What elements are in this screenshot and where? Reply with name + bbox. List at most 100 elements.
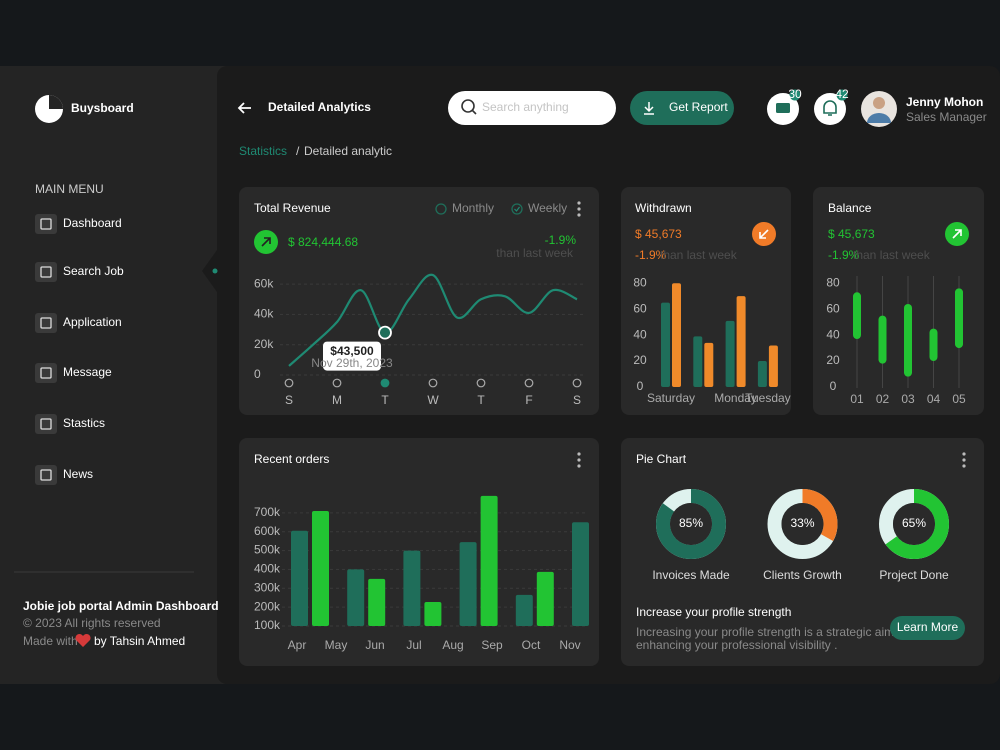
revenue-title: Total Revenue bbox=[254, 201, 331, 215]
day-marker bbox=[332, 378, 342, 388]
day-marker bbox=[380, 378, 390, 388]
avatar-body bbox=[867, 113, 891, 123]
revenue-menu[interactable] bbox=[577, 201, 581, 217]
notification-badge-count: 42 bbox=[835, 87, 849, 101]
menu-item[interactable]: Stastics bbox=[63, 416, 105, 430]
trend-arrow bbox=[759, 229, 769, 239]
report-button-label: Get Report bbox=[669, 100, 728, 114]
donut-hole bbox=[781, 503, 824, 545]
y-tick-label: 60k bbox=[254, 276, 274, 290]
bar bbox=[368, 578, 386, 626]
menu-item[interactable]: News bbox=[63, 467, 93, 481]
donut-caption: Clients Growth bbox=[763, 568, 842, 582]
tooltip-date: Nov 29th, 2023 bbox=[311, 356, 393, 370]
pie-title: Pie Chart bbox=[636, 452, 687, 466]
option-monthly[interactable]: Monthly bbox=[452, 201, 494, 215]
option-weekly[interactable]: Weekly bbox=[528, 201, 567, 215]
menu-item[interactable]: Message bbox=[63, 365, 112, 379]
y-tick-label: 0 bbox=[830, 379, 837, 393]
y-tick-label: 40 bbox=[633, 327, 647, 341]
revenue-amount: $ 824,444.68 bbox=[288, 235, 358, 249]
menu-item[interactable]: Search Job bbox=[63, 264, 124, 278]
bar bbox=[515, 594, 533, 626]
search-box[interactable] bbox=[448, 91, 616, 125]
bar bbox=[480, 495, 498, 626]
bar bbox=[424, 602, 442, 626]
x-tick-label: Nov bbox=[559, 638, 580, 652]
learn-more-button[interactable] bbox=[890, 616, 965, 640]
balance-amount: $ 45,673 bbox=[828, 227, 875, 241]
withdrawn-title: Withdrawn bbox=[635, 201, 692, 215]
bar bbox=[291, 530, 308, 626]
y-tick-label: 0 bbox=[254, 367, 261, 381]
donut-arc bbox=[656, 489, 726, 559]
search-icon-handle bbox=[471, 109, 477, 115]
search-placeholder: Search anything bbox=[482, 100, 569, 114]
bar bbox=[347, 569, 365, 626]
range-bar bbox=[929, 328, 938, 362]
trend-arrow bbox=[952, 229, 962, 239]
y-tick-label: 600k bbox=[254, 524, 281, 538]
bar bbox=[661, 302, 670, 387]
x-tick-label: Sep bbox=[481, 638, 503, 652]
revenue-change: -1.9% bbox=[545, 233, 577, 247]
menu-glyph bbox=[40, 418, 52, 430]
range-bar bbox=[904, 303, 912, 377]
back-arrow[interactable] bbox=[237, 102, 251, 114]
y-tick-label: 200k bbox=[254, 599, 281, 613]
bar bbox=[403, 550, 421, 626]
learn-more-label: Learn More bbox=[897, 620, 959, 634]
bar bbox=[768, 345, 778, 387]
x-tick-label: Aug bbox=[442, 638, 463, 652]
menu-glyph bbox=[40, 367, 52, 379]
promo-title: Increase your profile strength bbox=[636, 605, 791, 619]
y-tick-label: 20 bbox=[633, 353, 647, 367]
breadcrumb-separator: / bbox=[296, 144, 300, 158]
revenue-card bbox=[239, 187, 599, 415]
bar bbox=[725, 320, 735, 387]
range-bar bbox=[853, 292, 861, 339]
y-tick-label: 20 bbox=[826, 353, 840, 367]
orders-menu[interactable] bbox=[577, 452, 581, 468]
active-dot bbox=[212, 268, 218, 274]
pie-menu[interactable] bbox=[962, 452, 966, 468]
menu-icon bbox=[35, 313, 57, 333]
range-bar bbox=[955, 288, 963, 349]
heart bbox=[75, 633, 91, 647]
menu-item[interactable]: Dashboard bbox=[63, 216, 122, 230]
notifications-button[interactable] bbox=[814, 93, 846, 125]
menu-icon bbox=[35, 363, 57, 383]
bar bbox=[572, 522, 589, 626]
x-tick-label: 03 bbox=[901, 392, 915, 406]
range-bar bbox=[878, 315, 887, 364]
day-marker bbox=[524, 378, 534, 388]
menu-item[interactable]: Application bbox=[63, 315, 122, 329]
menu-glyph bbox=[40, 218, 52, 230]
bar bbox=[312, 510, 329, 626]
menu-glyph bbox=[40, 469, 52, 481]
promo-text: Increasing your profile strength is a st… bbox=[636, 625, 921, 639]
y-tick-label: 40 bbox=[826, 327, 840, 341]
x-tick-label: S bbox=[573, 393, 581, 407]
sidebar bbox=[0, 66, 230, 684]
weekly-radio[interactable] bbox=[511, 203, 523, 215]
menu-icon bbox=[35, 465, 57, 485]
x-tick-label: W bbox=[427, 393, 439, 407]
y-tick-label: 80 bbox=[826, 275, 840, 289]
donut-caption: Project Done bbox=[879, 568, 949, 582]
report-button[interactable] bbox=[630, 91, 734, 125]
donut-hole bbox=[893, 503, 935, 545]
x-tick-label: Oct bbox=[522, 638, 541, 652]
x-tick-label: 02 bbox=[876, 392, 890, 406]
revenue-change-note: than last week bbox=[496, 246, 574, 260]
day-marker bbox=[284, 378, 294, 388]
made-with: Made with bbox=[23, 634, 78, 648]
withdrawn-change: -1.9% bbox=[635, 248, 667, 262]
monthly-radio[interactable] bbox=[435, 203, 447, 215]
x-tick-label: 05 bbox=[952, 392, 966, 406]
breadcrumb-parent[interactable]: Statistics bbox=[239, 144, 287, 158]
menu-title: MAIN MENU bbox=[35, 182, 104, 196]
message-icon bbox=[776, 103, 790, 113]
x-tick-label: S bbox=[285, 393, 293, 407]
